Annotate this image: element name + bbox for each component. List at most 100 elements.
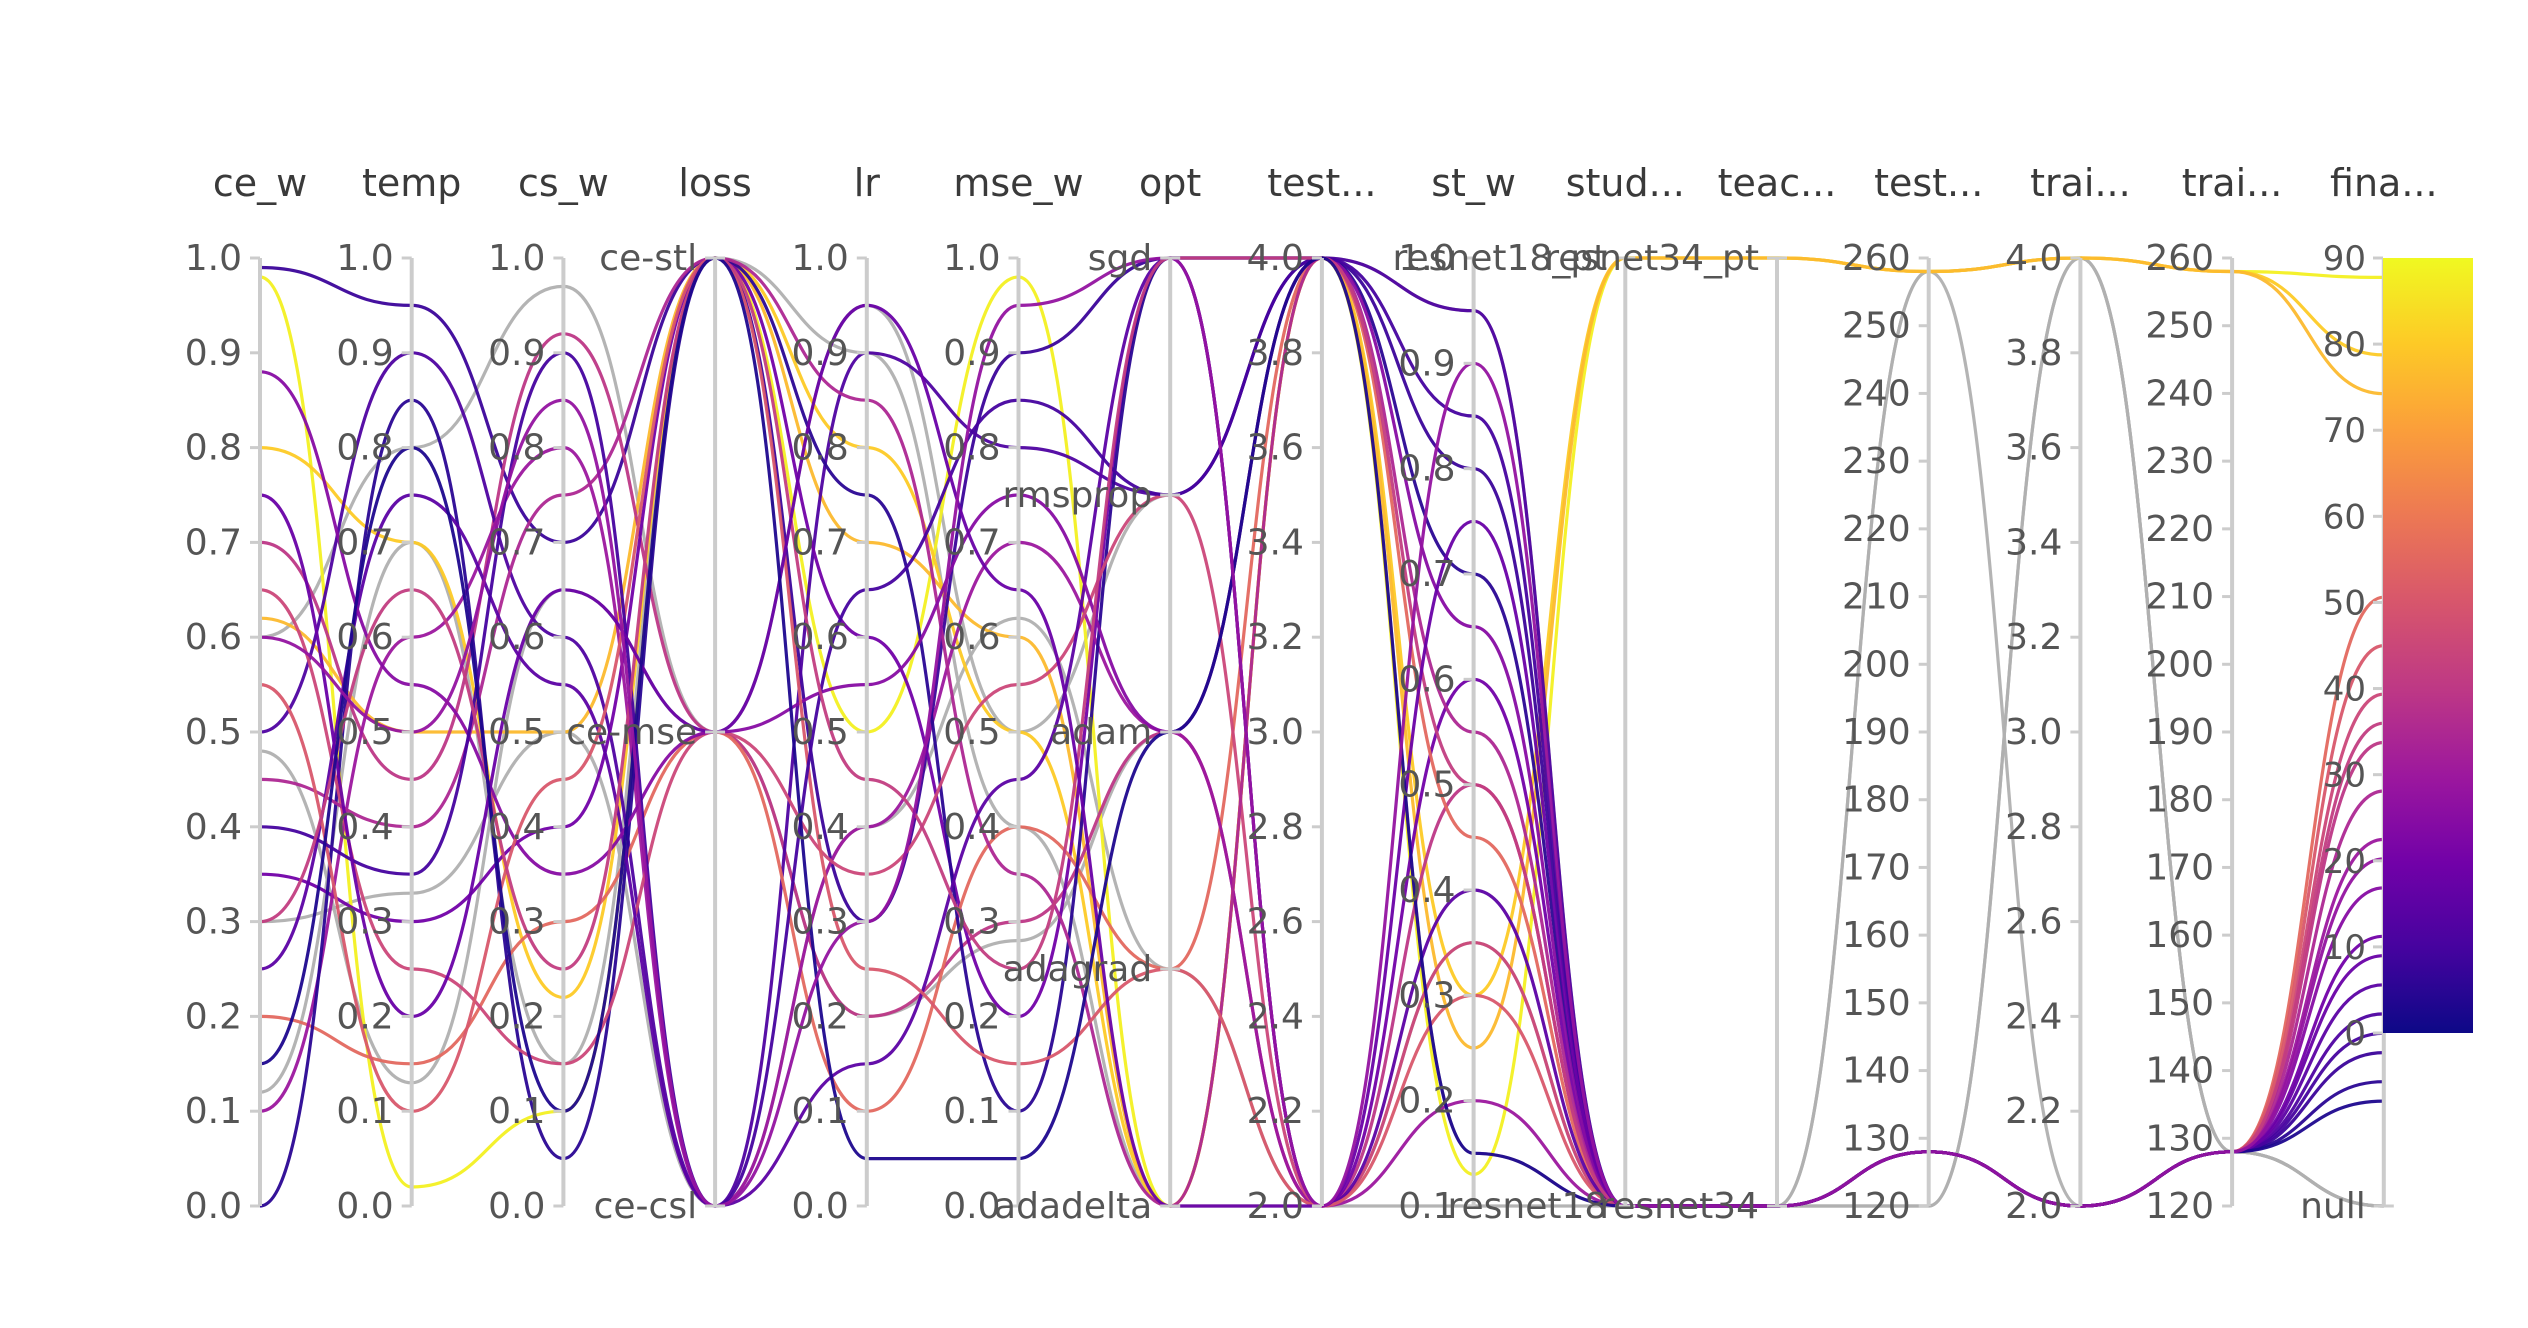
tick-label: 0.4 — [336, 807, 393, 848]
tick-label: resnet18 — [1447, 1186, 1607, 1227]
tick-label: 0.9 — [792, 333, 849, 374]
tick-label: 210 — [1842, 577, 1911, 618]
tick-label: 2.0 — [1247, 1186, 1304, 1227]
tick-label: 2.6 — [1247, 902, 1304, 943]
tick-label: 240 — [2145, 373, 2214, 414]
tick-label: 2.2 — [1247, 1091, 1304, 1132]
tick-label: 0.2 — [1398, 1081, 1455, 1122]
axes-layer: ce_w0.00.10.20.30.40.50.60.70.80.91.0tem… — [185, 161, 2438, 1227]
tick-label: 0.2 — [336, 996, 393, 1037]
tick-label: 0.1 — [336, 1091, 393, 1132]
tick-label: 0.2 — [943, 996, 1000, 1037]
tick-label: 0.4 — [792, 807, 849, 848]
axis-title: loss — [678, 161, 751, 205]
tick-label: 0.3 — [185, 902, 242, 943]
tick-label: rmsprop — [1002, 475, 1152, 516]
tick-label: 210 — [2145, 577, 2214, 618]
colorbar-tick-label: 70 — [2323, 411, 2366, 451]
tick-label: 0.6 — [488, 617, 545, 658]
tick-label: 190 — [1842, 712, 1911, 753]
tick-label: 3.2 — [2005, 617, 2062, 658]
tick-label: 0.1 — [185, 1091, 242, 1132]
tick-label: ce-csl — [594, 1186, 697, 1227]
tick-label: 150 — [1842, 983, 1911, 1024]
tick-label: 0.1 — [1398, 1186, 1455, 1227]
axis-title: st_w — [1431, 161, 1516, 205]
tick-label: 1.0 — [488, 238, 545, 279]
tick-label: 260 — [2145, 238, 2214, 279]
tick-label: 1.0 — [336, 238, 393, 279]
tick-label: 2.2 — [2005, 1091, 2062, 1132]
tick-label: 230 — [2145, 441, 2214, 482]
tick-label: 0.4 — [1398, 870, 1455, 911]
tick-label: 180 — [1842, 780, 1911, 821]
tick-label: 0.5 — [792, 712, 849, 753]
axis-trai1: trai... 2.0 2.2 2.4 2.6 2.8 3.0 3.2 3.4 3.6 3.8 4.0 — [2005, 161, 2131, 1227]
tick-label: resnet34 — [1599, 1186, 1759, 1227]
tick-label: adam — [1050, 712, 1152, 753]
tick-label: 3.0 — [2005, 712, 2062, 753]
tick-label: resnet34_pt — [1544, 238, 1759, 279]
tick-label: 0.5 — [488, 712, 545, 753]
colorbar-tick-label: 20 — [2323, 842, 2366, 882]
tick-label: 0.9 — [336, 333, 393, 374]
tick-label: 2.4 — [2005, 996, 2062, 1037]
tick-label: 4.0 — [2005, 238, 2062, 279]
axis-title: test... — [1267, 161, 1376, 205]
axis-opt: opt adadelta adagrad adam rmsprop sgd — [994, 161, 1201, 1227]
colorbar: 0 10 20 30 40 50 60 70 80 90 — [2323, 239, 2473, 1054]
axis-loss: loss ce-csl ce-mse ce-stl — [566, 161, 752, 1227]
tick-label: 1.0 — [943, 238, 1000, 279]
tick-label: 0.1 — [488, 1091, 545, 1132]
tick-label: 2.4 — [1247, 996, 1304, 1037]
tick-label: ce-stl — [599, 238, 697, 279]
axis-lr: lr 0.0 0.1 0.2 0.3 0.4 0.5 0.6 0.7 0.8 0.9 1.0 — [792, 161, 881, 1227]
tick-label: 0.6 — [792, 617, 849, 658]
tick-label: 220 — [2145, 509, 2214, 550]
tick-label: 1.0 — [1398, 238, 1455, 279]
axis-title: ce_w — [213, 161, 307, 205]
tick-label: 0.9 — [1398, 343, 1455, 384]
tick-label: 0.3 — [1398, 975, 1455, 1016]
axis-title: lr — [854, 161, 881, 205]
axis-title: opt — [1139, 161, 1201, 205]
tick-label: 0.8 — [1398, 449, 1455, 490]
axis-trai2: trai... 120 130 140 150 160 170 180 190 200 210 220… — [2145, 161, 2282, 1227]
tick-label: 170 — [1842, 847, 1911, 888]
colorbar-tick-label: 0 — [2344, 1014, 2366, 1054]
tick-label: 0.8 — [943, 428, 1000, 469]
tick-label: 0.7 — [943, 522, 1000, 563]
tick-label: 0.2 — [185, 996, 242, 1037]
tick-label: 0.2 — [792, 996, 849, 1037]
axis-title: fina... — [2330, 161, 2438, 205]
tick-label: ce-mse — [566, 712, 697, 753]
tick-label: 2.8 — [2005, 807, 2062, 848]
tick-label: 170 — [2145, 847, 2214, 888]
tick-label: 0.7 — [488, 522, 545, 563]
axis-title: trai... — [2030, 161, 2131, 205]
axis-st_w: st_w 0.1 0.2 0.3 0.4 0.5 0.6 0.7 0.8 0.9 1.0 — [1398, 161, 1516, 1227]
tick-label: 150 — [2145, 983, 2214, 1024]
tick-label: 0.8 — [792, 428, 849, 469]
colorbar-tick-label: 40 — [2323, 670, 2366, 710]
axis-title: mse_w — [953, 161, 1083, 205]
tick-label: 260 — [1842, 238, 1911, 279]
tick-label: 160 — [2145, 915, 2214, 956]
tick-label: 0.6 — [185, 617, 242, 658]
colorbar-gradient — [2383, 258, 2473, 1033]
tick-label: 0.2 — [488, 996, 545, 1037]
tick-label: null — [2300, 1186, 2366, 1227]
tick-label: 3.4 — [1247, 522, 1304, 563]
tick-label: 0.0 — [336, 1186, 393, 1227]
axis-mse_w: mse_w 0.0 0.1 0.2 0.3 0.4 0.5 0.6 0.7 0.8 0.9 1.0 — [943, 161, 1083, 1227]
tick-label: 0.5 — [185, 712, 242, 753]
axis-temp: temp 0.0 0.1 0.2 0.3 0.4 0.5 0.6 0.7 0.8 0.9 1.0 — [336, 161, 461, 1227]
axis-title: trai... — [2182, 161, 2283, 205]
tick-label: 3.6 — [1247, 428, 1304, 469]
tick-label: 3.0 — [1247, 712, 1304, 753]
tick-label: 2.6 — [2005, 902, 2062, 943]
tick-label: 3.2 — [1247, 617, 1304, 658]
tick-label: 120 — [1842, 1186, 1911, 1227]
axis-title: teac... — [1718, 161, 1837, 205]
tick-label: 0.9 — [943, 333, 1000, 374]
